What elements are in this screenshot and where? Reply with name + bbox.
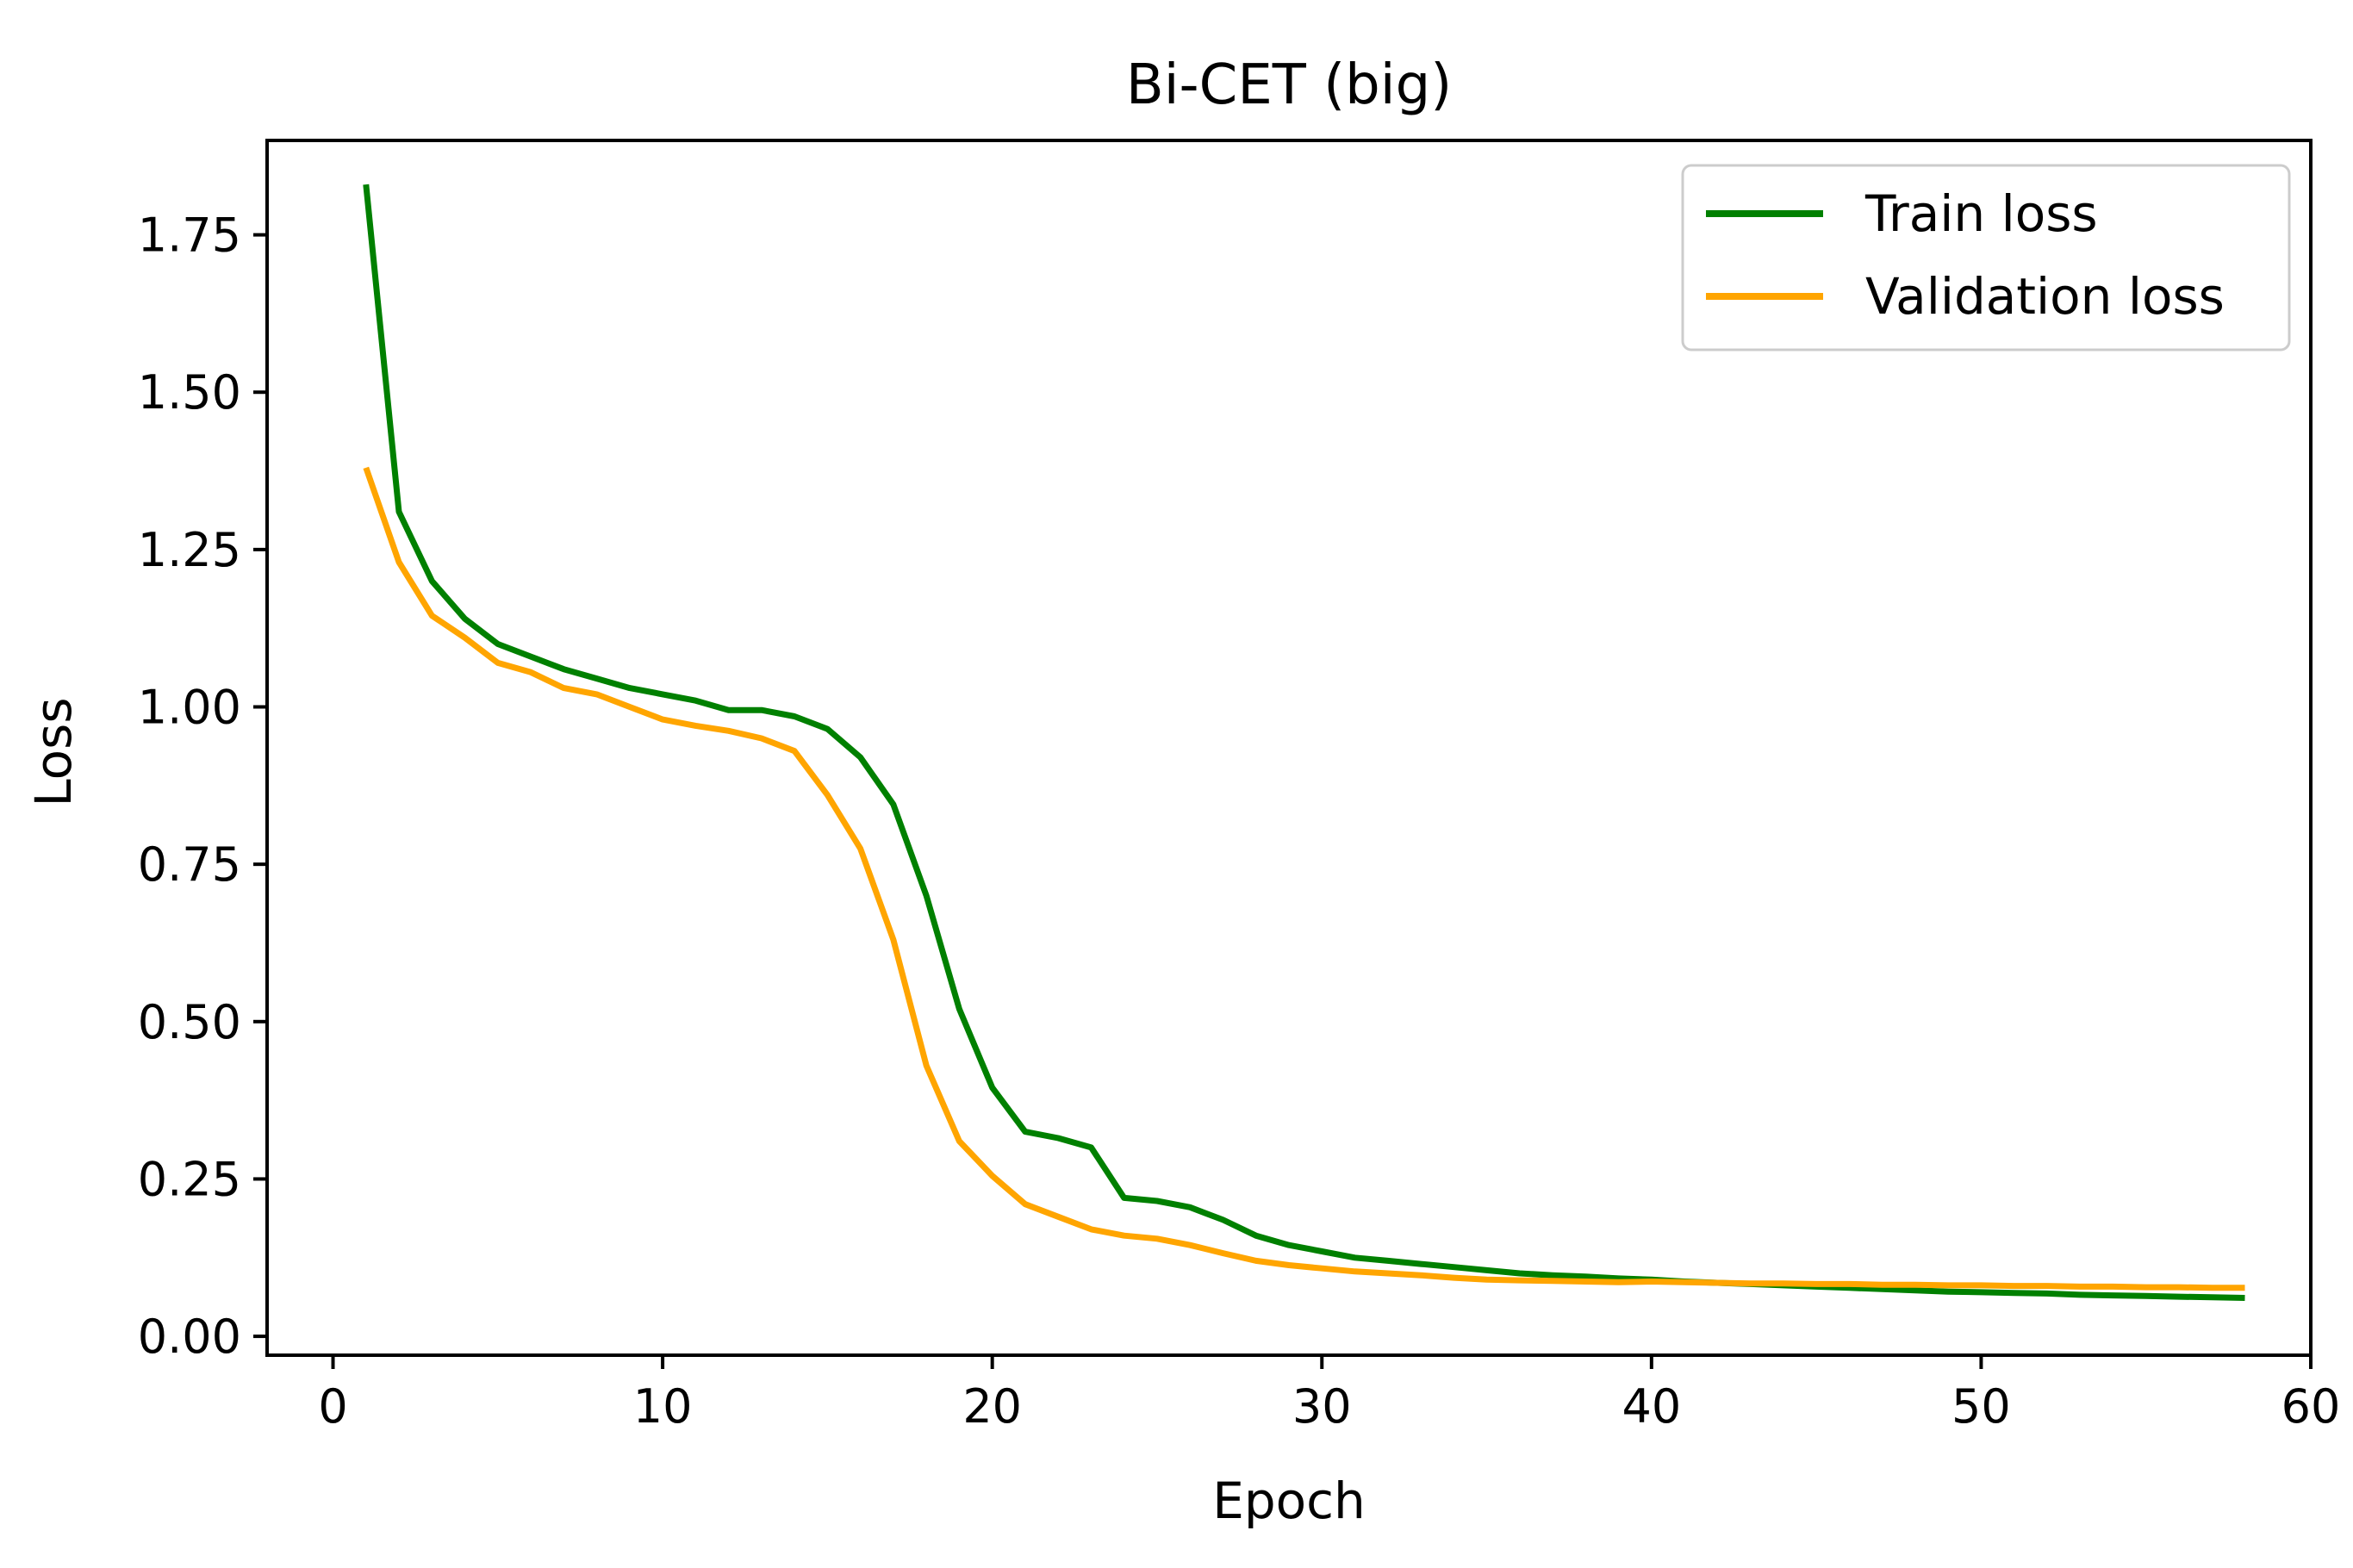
y-tick-label: 0.75 [138,837,241,892]
series-layer [363,184,2245,1301]
series-line-train-loss [363,184,2245,1301]
plot-frame [265,139,2313,1357]
series-line-validation-loss [363,466,2245,1291]
legend-box [1681,164,2291,352]
x-tick-label: 20 [962,1379,1022,1434]
legend-label-validation-loss: Validation loss [1865,267,2225,326]
chart-title: Bi-CET (big) [1126,53,1452,117]
y-tick-label: 1.50 [138,365,241,420]
ticks-layer: 0 10 20 30 40 50 60 0.00 0.25 0.50 0.75 1.00 1.25 1.5… [138,208,2341,1434]
x-tick-label: 40 [1622,1379,1681,1434]
x-tick-label: 30 [1292,1379,1352,1434]
legend-label-train-loss: Train loss [1864,184,2098,243]
x-tick-label: 60 [2281,1379,2341,1434]
x-tick-label: 10 [633,1379,693,1434]
y-tick-label: 1.75 [138,208,241,263]
y-tick-label: 0.50 [138,995,241,1049]
y-tick-label: 1.00 [138,681,241,735]
y-tick-label: 0.25 [138,1152,241,1206]
y-tick-label: 1.25 [138,523,241,577]
x-axis-label: Epoch [1212,1472,1366,1530]
x-tick-label: 0 [318,1379,347,1434]
y-axis-label: Loss [24,697,83,806]
y-tick-label: 0.00 [138,1310,241,1364]
x-tick-label: 50 [1951,1379,2011,1434]
legend: Train loss Validation loss [1681,164,2291,352]
